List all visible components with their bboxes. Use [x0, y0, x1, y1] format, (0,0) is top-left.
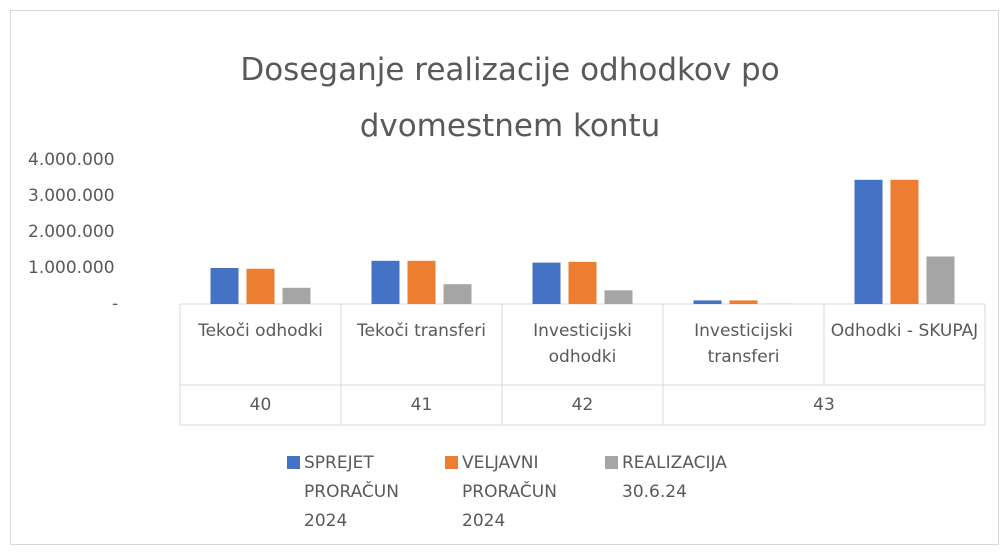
bar: [407, 260, 436, 304]
group-label: 40: [249, 395, 272, 415]
bar: [890, 179, 919, 304]
bar: [210, 268, 239, 304]
y-tick-label: -: [112, 294, 119, 314]
x-tick-label: Investicijski transferi: [694, 321, 793, 367]
y-tick-label: 4.000.000: [28, 150, 115, 170]
group-label: 43: [813, 395, 835, 415]
chart-title: Doseganje realizacije odhodkov po dvomes…: [240, 52, 780, 144]
bar: [854, 179, 883, 304]
bar: [371, 260, 400, 304]
x-tick-label: Odhodki - SKUPAJ: [830, 321, 979, 341]
x-tick-label: Investicijski odhodki: [533, 321, 632, 367]
bar: [532, 262, 561, 304]
legend-label: SPREJET PRORAČUN 2024: [304, 453, 399, 531]
legend-label: REALIZACIJA 30.6.24: [622, 453, 727, 502]
bar: [246, 268, 275, 304]
bar: [926, 256, 955, 304]
bar: [282, 287, 311, 304]
legend-label: VELJAVNI PRORAČUN 2024: [462, 453, 557, 531]
legend-swatch: [287, 456, 300, 469]
legend-swatch: [605, 456, 618, 469]
x-tick-label: Tekoči odhodki: [198, 321, 323, 341]
x-tick-label: Tekoči transferi: [357, 321, 486, 341]
y-tick-label: 1.000.000: [28, 258, 115, 278]
bar: [729, 300, 758, 304]
bar: [443, 284, 472, 304]
group-label: 42: [571, 395, 594, 415]
y-tick-label: 3.000.000: [28, 186, 115, 206]
legend-swatch: [445, 456, 458, 469]
bar: [604, 290, 633, 304]
group-label: 41: [410, 395, 433, 415]
chart-border: [10, 10, 999, 545]
bar: [568, 261, 597, 304]
bar: [693, 300, 722, 304]
y-tick-label: 2.000.000: [28, 222, 115, 242]
